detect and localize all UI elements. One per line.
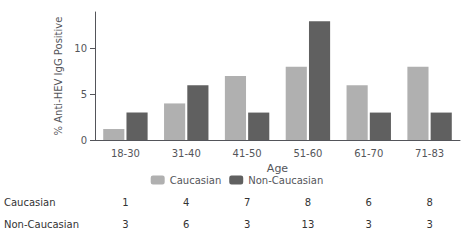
svg-text:6: 6 — [366, 197, 372, 208]
svg-text:3: 3 — [366, 219, 372, 230]
svg-text:0: 0 — [81, 135, 87, 146]
svg-text:5: 5 — [81, 89, 87, 100]
svg-text:3: 3 — [122, 219, 128, 230]
svg-text:Caucasian: Caucasian — [170, 175, 222, 186]
svg-text:% Anti-HEV IgG Positive: % Anti-HEV IgG Positive — [53, 17, 64, 136]
svg-text:3: 3 — [426, 219, 432, 230]
svg-text:71-83: 71-83 — [415, 148, 444, 159]
svg-text:4: 4 — [183, 197, 189, 208]
svg-text:13: 13 — [302, 219, 315, 230]
svg-text:6: 6 — [183, 219, 189, 230]
svg-text:41-50: 41-50 — [233, 148, 262, 159]
svg-text:Non-Caucasian: Non-Caucasian — [248, 175, 323, 186]
svg-text:18-30: 18-30 — [111, 148, 140, 159]
svg-text:8: 8 — [426, 197, 432, 208]
svg-text:1: 1 — [122, 197, 128, 208]
svg-text:7: 7 — [244, 197, 250, 208]
svg-text:Non-Caucasian: Non-Caucasian — [4, 219, 79, 230]
svg-text:Age: Age — [267, 162, 289, 175]
svg-text:Caucasian: Caucasian — [4, 197, 56, 208]
svg-text:3: 3 — [244, 219, 250, 230]
svg-text:10: 10 — [74, 43, 87, 54]
svg-text:51-60: 51-60 — [293, 148, 322, 159]
svg-text:61-70: 61-70 — [354, 148, 383, 159]
svg-text:31-40: 31-40 — [172, 148, 201, 159]
svg-text:8: 8 — [305, 197, 311, 208]
